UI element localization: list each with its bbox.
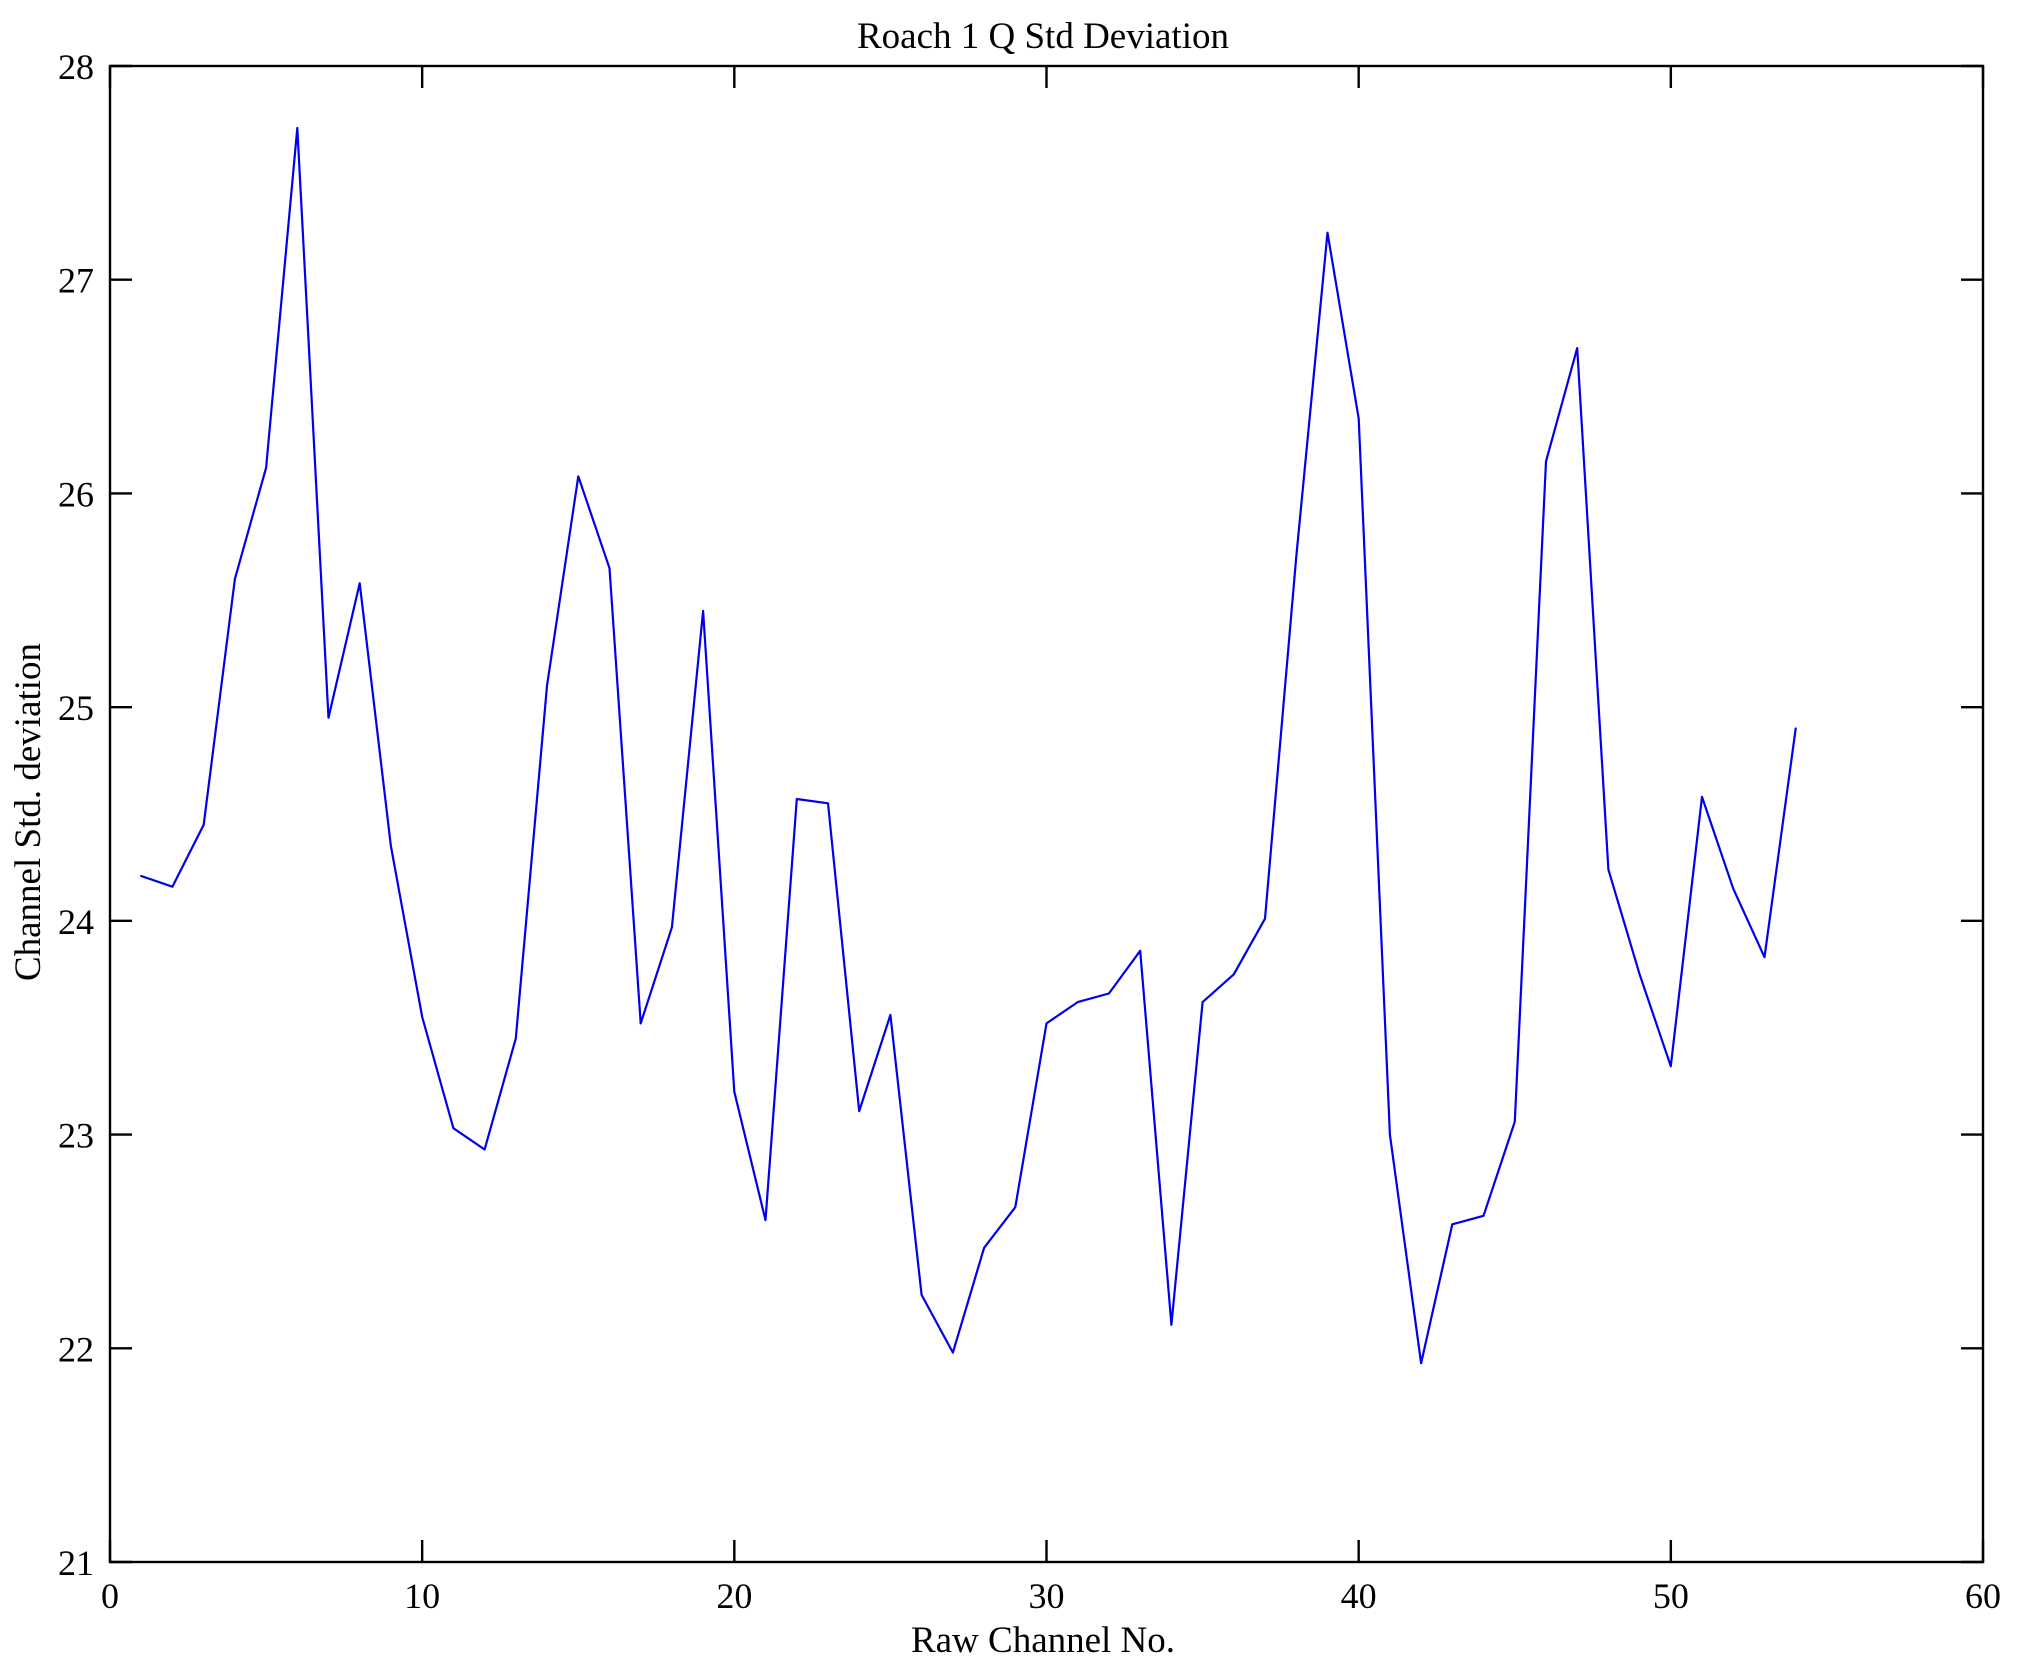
x-tick-label: 0 bbox=[101, 1576, 119, 1616]
x-axis-label: Raw Channel No. bbox=[911, 1620, 1175, 1661]
y-tick-label: 22 bbox=[58, 1329, 94, 1369]
y-tick-label: 23 bbox=[58, 1116, 94, 1156]
chart-title: Roach 1 Q Std Deviation bbox=[857, 16, 1229, 57]
y-tick-label: 26 bbox=[58, 474, 94, 514]
x-tick-label: 20 bbox=[716, 1576, 752, 1616]
x-tick-label: 30 bbox=[1029, 1576, 1065, 1616]
y-tick-label: 25 bbox=[58, 688, 94, 728]
y-tick-label: 21 bbox=[58, 1543, 94, 1583]
x-tick-label: 10 bbox=[404, 1576, 440, 1616]
x-tick-label: 40 bbox=[1341, 1576, 1377, 1616]
y-tick-label: 28 bbox=[58, 47, 94, 87]
y-tick-label: 27 bbox=[58, 261, 94, 301]
x-tick-label: 50 bbox=[1653, 1576, 1689, 1616]
y-tick-label: 24 bbox=[58, 902, 94, 942]
x-tick-label: 60 bbox=[1965, 1576, 2001, 1616]
y-axis-label: Channel Std. deviation bbox=[8, 643, 49, 981]
axes-box bbox=[108, 64, 1985, 1564]
data-series-line bbox=[140, 126, 1797, 1365]
